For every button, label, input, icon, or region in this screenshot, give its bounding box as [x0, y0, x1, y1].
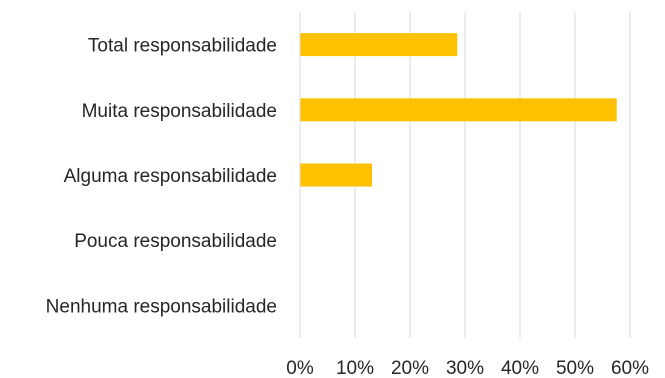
bar-2: [300, 163, 372, 187]
grid-lines: [299, 12, 631, 338]
x-tick-label-0: 0%: [286, 358, 314, 378]
category-labels: Total responsabilidade Muita responsabili…: [46, 36, 277, 318]
x-tick-label-5: 50%: [556, 358, 594, 378]
bar-0: [300, 33, 458, 57]
x-tick-label-1: 10%: [336, 358, 374, 378]
x-tick-label-4: 40%: [501, 358, 539, 378]
bars: [300, 33, 617, 187]
category-label-0: Total responsabilidade: [88, 36, 277, 57]
x-axis-tick-labels: 0% 10% 20% 30% 40% 50% 60%: [286, 358, 649, 378]
x-tick-label-2: 20%: [391, 358, 429, 378]
bar-1: [300, 98, 617, 122]
x-tick-label-6: 60%: [611, 358, 649, 378]
category-label-3: Pouca responsabilidade: [74, 231, 277, 252]
x-tick-label-3: 30%: [446, 358, 484, 378]
category-label-4: Nenhuma responsabilidade: [46, 296, 277, 317]
category-label-2: Alguma responsabilidade: [64, 166, 277, 187]
category-label-1: Muita responsabilidade: [82, 101, 277, 122]
